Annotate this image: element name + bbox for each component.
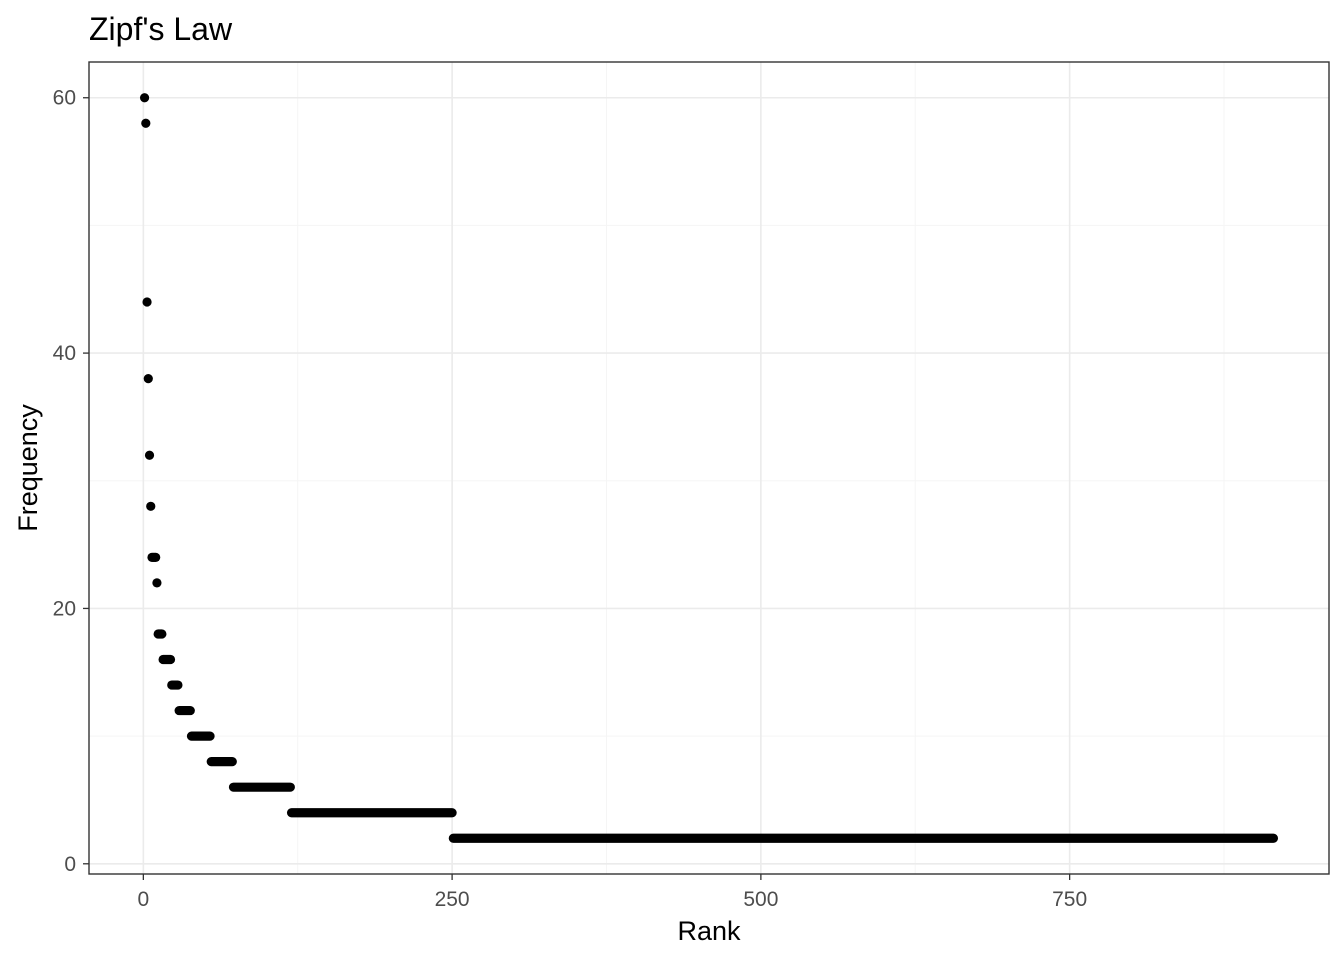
x-tick-label: 500	[743, 888, 778, 911]
y-axis-title: Frequency	[13, 404, 43, 532]
x-axis-title: Rank	[677, 916, 741, 946]
y-tick-label: 0	[64, 853, 76, 876]
data-point	[141, 118, 151, 128]
y-tick-label: 60	[53, 87, 76, 110]
data-point	[152, 578, 162, 588]
data-point	[142, 297, 152, 307]
y-tick-label: 20	[53, 597, 76, 620]
x-tick-label: 0	[137, 888, 149, 911]
axis-ticks: 0 250 500 750 0 20 40 60	[53, 87, 1088, 911]
data-point	[151, 552, 161, 562]
data-point	[144, 450, 155, 460]
x-tick-label: 750	[1052, 888, 1087, 911]
grid-lines	[89, 62, 1329, 874]
x-tick-label: 250	[435, 888, 470, 911]
plot-panel-border	[88, 61, 1330, 875]
data-points	[139, 93, 1279, 843]
data-point	[143, 374, 153, 384]
data-point	[139, 93, 150, 103]
data-point	[146, 501, 156, 511]
y-tick-label: 40	[53, 342, 76, 365]
chart-title: Zipf's Law	[89, 11, 233, 47]
